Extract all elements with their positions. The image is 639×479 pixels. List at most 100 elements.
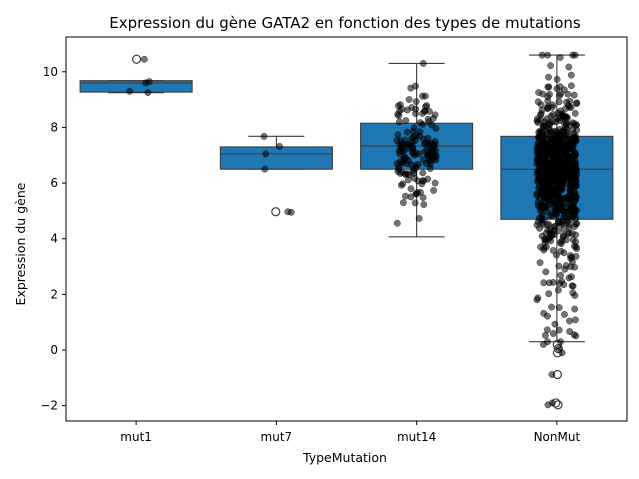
data-point — [570, 91, 578, 99]
data-point — [423, 102, 431, 110]
data-point — [561, 310, 568, 318]
data-point — [546, 169, 554, 176]
data-point — [431, 152, 439, 160]
data-point — [416, 188, 424, 196]
data-point — [549, 278, 557, 286]
points-mut1 — [126, 55, 153, 97]
outlier-marker — [271, 207, 281, 217]
data-point — [538, 166, 546, 173]
data-point — [537, 101, 545, 109]
data-point — [429, 140, 436, 148]
data-point — [420, 201, 428, 209]
data-point — [549, 246, 557, 254]
data-point — [401, 153, 409, 161]
data-point — [567, 71, 575, 79]
axes: −2 0 2 4 6 8 10 mut1 mut7 mut14 NonMut — [40, 36, 628, 444]
data-point — [570, 120, 578, 128]
data-point — [411, 137, 419, 145]
data-point — [569, 236, 577, 244]
data-point — [557, 271, 565, 279]
data-point — [421, 92, 429, 100]
data-point — [571, 109, 579, 117]
data-point — [552, 207, 560, 215]
data-point — [566, 97, 574, 105]
data-point — [535, 89, 543, 96]
data-point — [560, 213, 568, 221]
data-point — [421, 140, 429, 148]
data-point — [419, 59, 427, 67]
data-point — [562, 113, 570, 121]
data-point — [550, 231, 558, 239]
x-axis-label: TypeMutation — [302, 450, 387, 465]
data-point — [539, 122, 547, 130]
points-mut7 — [260, 132, 295, 216]
data-point — [399, 199, 407, 207]
data-point — [539, 202, 547, 210]
data-point — [556, 54, 564, 61]
outlier-marker — [553, 344, 563, 354]
data-point — [573, 245, 581, 253]
data-point — [415, 150, 423, 158]
data-point — [546, 212, 554, 220]
data-point — [538, 211, 546, 219]
data-point — [547, 112, 555, 120]
data-point — [554, 286, 562, 294]
data-point — [535, 153, 543, 161]
data-point — [414, 177, 422, 185]
data-point — [573, 100, 580, 108]
data-point — [552, 132, 560, 140]
axes-frame — [65, 36, 628, 422]
data-point — [544, 401, 552, 409]
data-point — [544, 143, 552, 151]
data-point — [126, 87, 134, 95]
data-point — [394, 131, 402, 139]
outlier-marker — [131, 54, 142, 64]
data-point — [557, 247, 565, 255]
points-NonMut — [533, 51, 581, 409]
data-point — [394, 102, 402, 110]
data-point — [548, 371, 556, 378]
data-point — [542, 268, 550, 276]
y-tick-label: 6 — [50, 176, 58, 190]
data-point — [543, 104, 551, 112]
data-point — [412, 98, 420, 106]
plot-area — [79, 51, 614, 410]
data-point — [276, 142, 284, 150]
data-point — [544, 97, 552, 105]
data-point — [546, 90, 553, 98]
data-point — [558, 349, 566, 357]
data-point — [544, 312, 551, 320]
data-point — [144, 89, 152, 97]
data-point — [407, 185, 415, 193]
data-point — [533, 190, 541, 198]
data-point — [405, 96, 413, 103]
data-point — [562, 262, 570, 270]
data-point — [415, 215, 423, 222]
data-point — [550, 143, 558, 151]
data-point — [556, 137, 564, 145]
data-point — [569, 289, 577, 297]
data-point — [402, 170, 409, 178]
data-point — [544, 190, 552, 198]
data-point — [562, 170, 570, 178]
data-point — [554, 189, 561, 197]
box-mut7 — [219, 135, 333, 217]
data-point — [410, 169, 418, 177]
data-point — [398, 143, 406, 151]
data-point — [565, 63, 573, 71]
data-point — [430, 186, 438, 194]
data-point — [540, 158, 547, 166]
data-point — [533, 221, 541, 229]
data-point — [261, 165, 269, 173]
data-point — [571, 305, 579, 313]
data-point — [572, 332, 580, 340]
data-point — [556, 83, 564, 91]
data-point — [260, 132, 268, 140]
data-point — [549, 330, 557, 337]
data-point — [562, 123, 569, 131]
data-point — [544, 180, 552, 188]
data-point — [142, 79, 150, 87]
data-point — [557, 202, 565, 210]
